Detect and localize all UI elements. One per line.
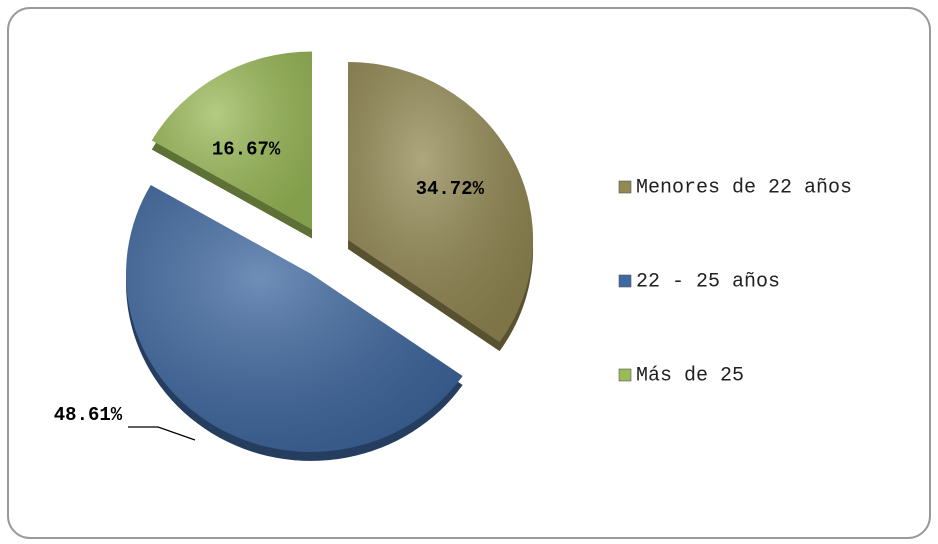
legend: Menores de 22 años 22 - 25 años Más de 25: [618, 176, 852, 387]
labels: 34.72% 48.61% 16.67%: [54, 139, 485, 441]
legend-marker: [618, 180, 632, 194]
slice-shine: [151, 51, 312, 230]
leader-line: [128, 426, 196, 441]
data-label: 16.67%: [212, 139, 281, 161]
legend-marker: [618, 368, 632, 382]
legend-label: Más de 25: [636, 364, 744, 387]
slice-shine: [348, 61, 534, 343]
data-label: 48.61%: [54, 404, 123, 426]
data-label: 34.72%: [416, 178, 485, 200]
legend-label: Menores de 22 años: [636, 176, 852, 199]
slice-shine: [126, 184, 463, 452]
legend-label: 22 - 25 años: [636, 270, 780, 293]
legend-marker: [618, 274, 632, 288]
pie: [126, 51, 534, 461]
